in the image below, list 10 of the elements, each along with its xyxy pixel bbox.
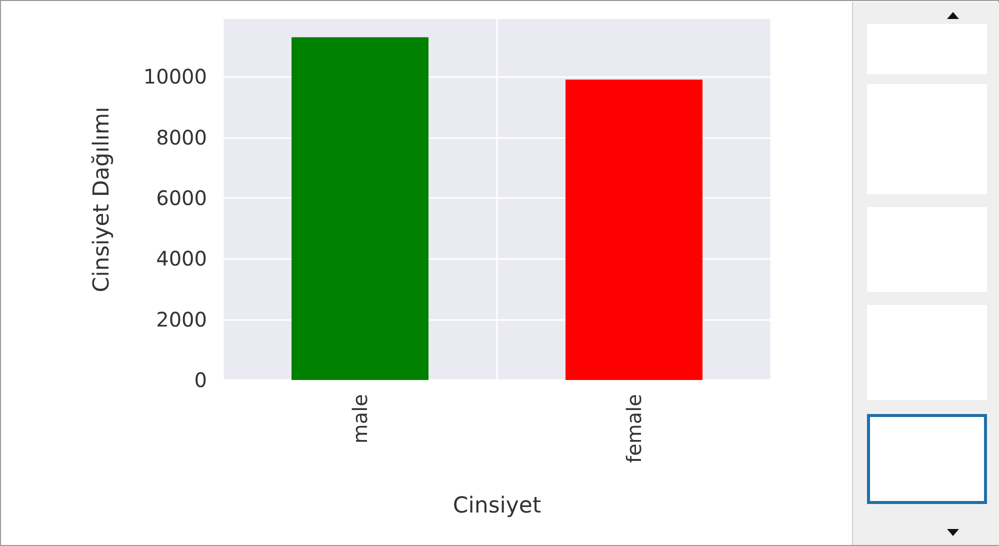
x-tick-label: male: [348, 394, 372, 444]
y-tick-label: 10000: [143, 64, 207, 89]
y-axis-title: Cinsiyet Dağılımı: [90, 106, 114, 292]
y-tick-label: 6000: [156, 186, 207, 210]
y-tick-label: 4000: [156, 246, 207, 271]
y-tick-label: 8000: [156, 125, 207, 150]
x-tick-label: female: [622, 394, 646, 463]
y-tick-label: 0: [194, 368, 207, 392]
y-tick-label: 2000: [156, 307, 207, 332]
x-axis-title: Cinsiyet: [452, 494, 542, 518]
